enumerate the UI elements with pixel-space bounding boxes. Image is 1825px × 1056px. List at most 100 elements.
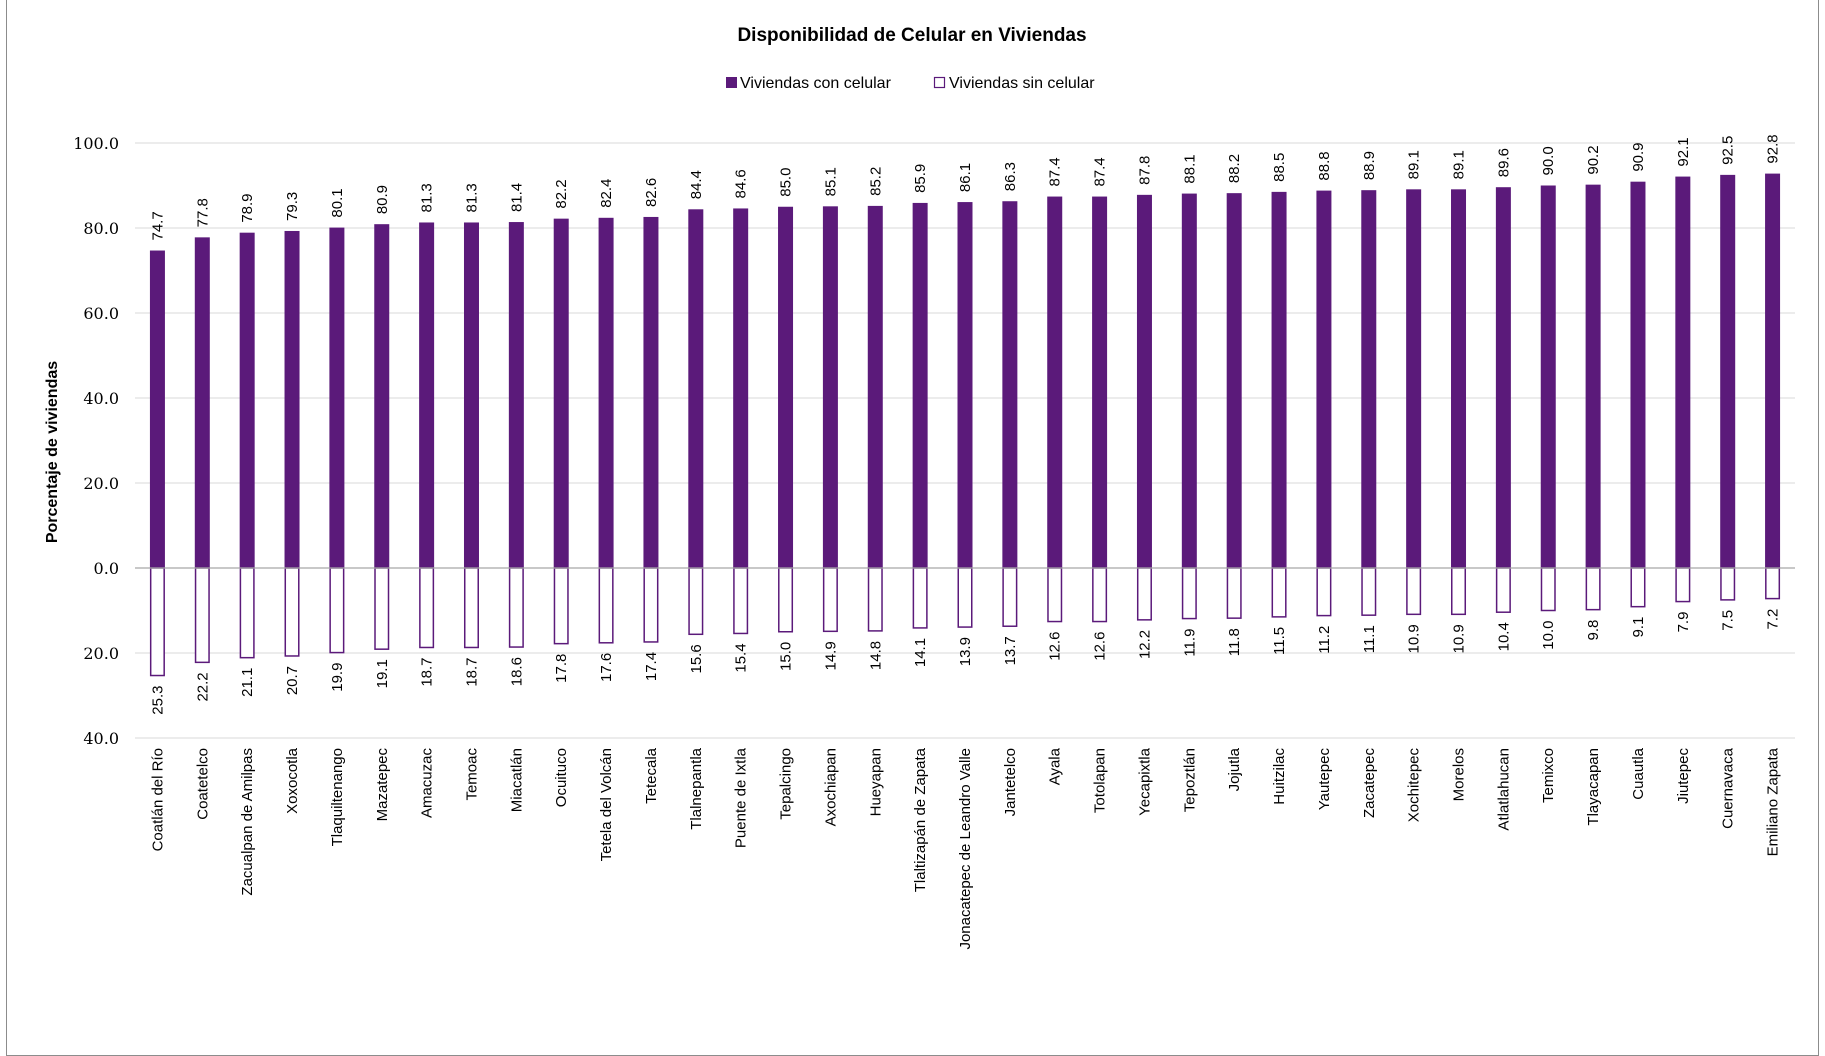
x-tick-label: Xochitepec [1406, 748, 1423, 823]
bar-con-celular [284, 230, 300, 568]
x-tick-label: Hueyapan [867, 748, 884, 816]
data-label-sin-celular: 7.5 [1720, 610, 1737, 631]
bar-sin-celular [1271, 567, 1287, 618]
data-label-sin-celular: 17.6 [598, 653, 615, 682]
bar-con-celular [822, 206, 838, 568]
data-label-sin-celular: 22.2 [194, 672, 211, 701]
bar-con-celular [508, 222, 524, 569]
bar-con-celular [778, 206, 794, 568]
y-tick-label: 40.0 [83, 389, 119, 408]
data-label-sin-celular: 25.3 [149, 686, 166, 715]
bar-sin-celular [1540, 567, 1556, 612]
bar-con-celular [1226, 193, 1242, 568]
x-tick-label: Axochiapan [822, 748, 839, 826]
x-tick-label: Miacatlán [508, 748, 525, 812]
bar-sin-celular [329, 567, 345, 654]
bar-sin-celular [419, 567, 435, 649]
x-tick-label: Tepalcingo [778, 748, 795, 820]
bar-sin-celular [822, 567, 838, 633]
bar-con-celular [733, 208, 749, 568]
data-label-con-celular: 84.6 [733, 169, 750, 198]
bar-sin-celular [598, 567, 614, 644]
bar-sin-celular [553, 567, 569, 645]
bar-con-celular [239, 232, 255, 569]
bar-sin-celular [1451, 567, 1467, 616]
x-tick-label: Ocuituco [553, 748, 570, 807]
data-label-sin-celular: 9.8 [1585, 620, 1602, 641]
data-label-con-celular: 90.2 [1585, 145, 1602, 174]
data-label-sin-celular: 11.5 [1271, 627, 1288, 655]
bar-sin-celular [284, 567, 300, 657]
bar-con-celular [957, 202, 973, 568]
data-label-con-celular: 87.8 [1136, 156, 1153, 185]
data-label-con-celular: 92.8 [1765, 134, 1782, 163]
bar-sin-celular [1136, 567, 1152, 621]
y-tick-label: 0.0 [94, 559, 119, 578]
x-tick-label: Tetecala [643, 747, 660, 804]
data-label-sin-celular: 15.0 [778, 642, 795, 671]
bar-sin-celular [1361, 567, 1377, 616]
data-label-sin-celular: 11.2 [1316, 626, 1333, 654]
y-axis-label: Porcentaje de viviendas [44, 361, 61, 543]
x-tick-label: Coatetelco [194, 748, 211, 820]
data-label-con-celular: 85.2 [867, 167, 884, 196]
data-label-sin-celular: 15.6 [688, 644, 705, 673]
data-label-sin-celular: 10.4 [1495, 622, 1512, 651]
x-tick-label: Mazatepec [374, 748, 391, 822]
y-axis-ticks: 100.0 80.0 60.0 40.0 20.0 0.0 20.0 40.0 [73, 134, 119, 748]
x-tick-label: Zacualpan de Amilpas [239, 748, 256, 896]
bar-con-celular [688, 209, 704, 569]
data-label-sin-celular: 18.7 [463, 657, 480, 686]
x-tick-label: Yecapixtla [1136, 747, 1153, 815]
x-tick-label: Tlaltizapán de Zapata [912, 747, 929, 892]
bar-con-celular [1585, 184, 1601, 568]
x-tick-label: Coatlán del Río [149, 748, 166, 851]
data-label-con-celular: 85.1 [822, 167, 839, 196]
x-axis-ticks: Coatlán del Río Coatetelco Zacualpan de Am… [149, 747, 1781, 949]
data-label-con-celular: 81.4 [508, 183, 525, 212]
x-tick-label: Cuautla [1630, 747, 1647, 799]
data-label-con-celular: 88.8 [1316, 151, 1333, 180]
bar-con-celular [463, 222, 479, 568]
bar-con-celular [194, 237, 210, 568]
data-label-sin-celular: 15.4 [733, 643, 750, 672]
bar-con-celular [329, 227, 345, 568]
data-label-sin-celular: 12.6 [1092, 632, 1109, 661]
data-label-sin-celular: 20.7 [284, 666, 301, 695]
legend-label-sin-celular: Viviendas sin celular [949, 75, 1095, 92]
bar-con-celular [643, 216, 659, 568]
data-label-sin-celular: 10.0 [1540, 621, 1557, 650]
data-label-con-celular: 82.2 [553, 179, 570, 208]
data-labels: 74.7 25.3 77.8 22.2 78.9 21.1 79.3 20.7 80.1 19.9… [149, 134, 1781, 714]
bar-sin-celular [149, 567, 165, 677]
bar-con-celular [1630, 181, 1646, 569]
bar-sin-celular [688, 567, 704, 636]
data-label-con-celular: 85.0 [778, 168, 795, 197]
x-tick-label: Jiutepec [1675, 748, 1692, 804]
y-tick-label: 20.0 [83, 474, 119, 493]
x-tick-label: Temixco [1540, 748, 1557, 803]
bar-con-celular [419, 222, 435, 568]
data-label-sin-celular: 14.1 [912, 638, 929, 667]
bar-sin-celular [1181, 567, 1197, 620]
bar-sin-celular [778, 567, 794, 633]
bar-sin-celular [867, 567, 883, 632]
x-tick-label: Tetela del Volcán [598, 748, 615, 861]
data-label-con-celular: 74.7 [149, 211, 166, 240]
data-label-con-celular: 81.3 [463, 183, 480, 212]
bar-con-celular [598, 217, 614, 569]
data-label-con-celular: 87.4 [1047, 157, 1064, 186]
bar-con-celular [1047, 196, 1063, 569]
data-label-sin-celular: 19.1 [374, 659, 391, 688]
bar-con-celular [149, 250, 165, 568]
x-tick-label: Xoxocotla [284, 747, 301, 814]
data-label-con-celular: 81.3 [419, 183, 436, 212]
x-tick-label: Puente de Ixtla [733, 747, 750, 848]
bar-sin-celular [1585, 567, 1601, 611]
bar-sin-celular [957, 567, 973, 628]
data-label-sin-celular: 12.6 [1047, 632, 1064, 661]
data-label-con-celular: 92.5 [1720, 136, 1737, 165]
y-tick-label: 20.0 [83, 644, 119, 663]
x-tick-label: Cuernavaca [1720, 747, 1737, 829]
x-tick-label: Tlayacapan [1585, 748, 1602, 826]
